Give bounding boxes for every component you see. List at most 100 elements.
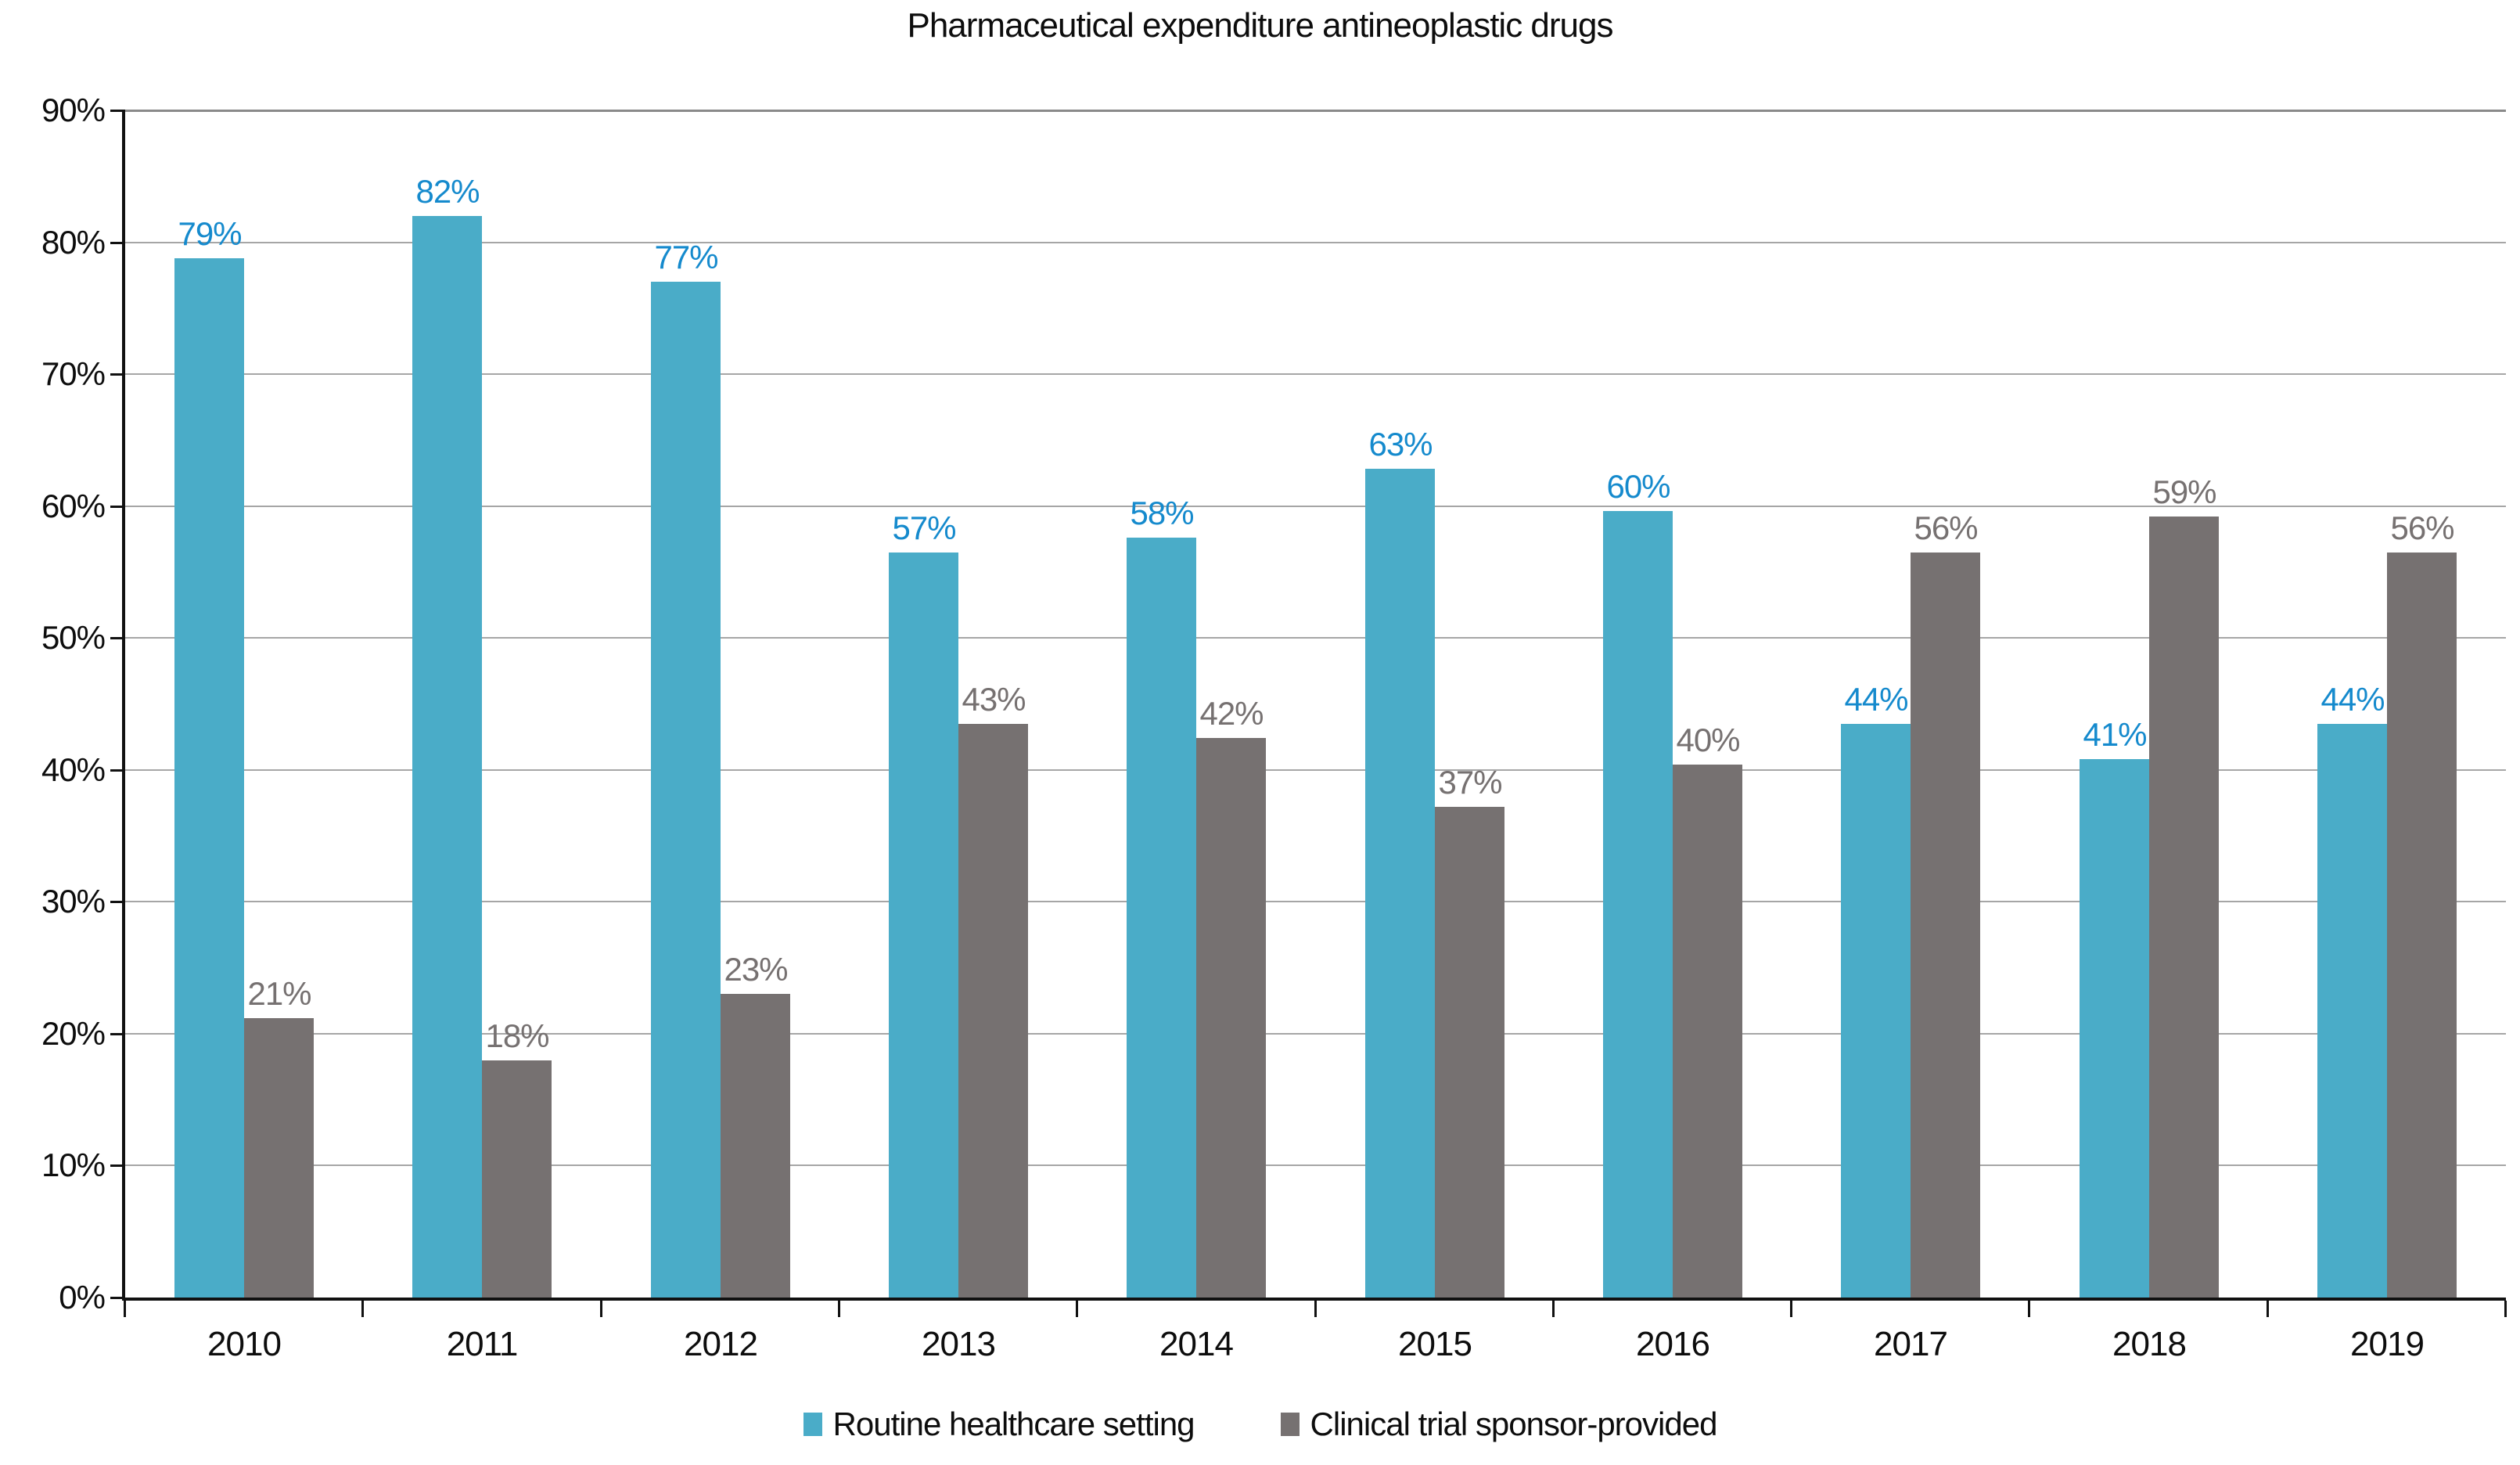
x-axis-tick — [1552, 1301, 1555, 1317]
bar-sponsor-2013 — [958, 724, 1028, 1298]
x-axis-tick — [838, 1301, 840, 1317]
y-axis-label: 90% — [41, 92, 106, 128]
data-label-sponsor-2015: 37% — [1438, 764, 1502, 801]
x-axis-label: 2016 — [1636, 1325, 1710, 1363]
data-label-routine-2011: 82% — [415, 173, 480, 210]
data-label-sponsor-2019: 56% — [2390, 509, 2454, 546]
data-label-sponsor-2013: 43% — [962, 681, 1026, 718]
legend-item-sponsor: Clinical trial sponsor-provided — [1280, 1406, 1718, 1443]
bar-routine-2013 — [889, 553, 958, 1298]
bar-sponsor-2018 — [2149, 517, 2219, 1298]
bar-sponsor-2010 — [244, 1018, 314, 1298]
x-axis-tick — [2028, 1301, 2030, 1317]
y-axis-line — [122, 110, 125, 1301]
y-axis-label: 0% — [59, 1279, 106, 1316]
x-axis-label: 2018 — [2112, 1325, 2187, 1363]
y-axis-tick — [110, 373, 125, 376]
x-axis-label: 2012 — [684, 1325, 758, 1363]
legend-label-routine: Routine healthcare setting — [832, 1406, 1195, 1442]
x-axis-label: 2010 — [207, 1325, 282, 1363]
bar-routine-2010 — [174, 258, 244, 1298]
x-axis-tick — [361, 1301, 364, 1317]
bar-routine-2014 — [1127, 538, 1196, 1298]
x-axis-tick — [124, 1301, 126, 1317]
y-axis-label: 60% — [41, 488, 106, 524]
x-axis-tick — [2267, 1301, 2269, 1317]
bar-sponsor-2014 — [1196, 738, 1266, 1298]
legend-swatch-sponsor — [1280, 1413, 1300, 1436]
legend-item-routine: Routine healthcare setting — [803, 1406, 1195, 1443]
data-label-routine-2010: 79% — [178, 215, 242, 252]
gridline-70 — [125, 373, 2506, 375]
y-axis-tick — [110, 110, 125, 112]
bar-routine-2018 — [2080, 759, 2149, 1298]
x-axis-tick — [1790, 1301, 1792, 1317]
bar-sponsor-2016 — [1673, 765, 1742, 1298]
legend-swatch-routine — [803, 1413, 822, 1436]
y-axis-tick — [110, 242, 125, 244]
bar-routine-2019 — [2317, 724, 2387, 1298]
x-axis-line — [122, 1298, 2506, 1301]
bar-routine-2016 — [1603, 511, 1673, 1298]
legend-label-sponsor: Clinical trial sponsor-provided — [1310, 1406, 1718, 1442]
gridline-50 — [125, 637, 2506, 639]
gridline-40 — [125, 769, 2506, 771]
x-axis-tick — [1314, 1301, 1317, 1317]
x-axis-label: 2017 — [1874, 1325, 1948, 1363]
data-label-sponsor-2010: 21% — [247, 975, 311, 1012]
y-axis-tick — [110, 1297, 125, 1299]
x-axis-label: 2019 — [2350, 1325, 2425, 1363]
x-axis-tick — [600, 1301, 602, 1317]
x-axis-tick — [2504, 1301, 2507, 1317]
y-axis-label: 70% — [41, 355, 106, 392]
y-axis-label: 80% — [41, 224, 106, 261]
data-label-sponsor-2011: 18% — [485, 1017, 549, 1054]
x-axis-tick — [1076, 1301, 1078, 1317]
chart-title: Pharmaceutical expenditure antineoplasti… — [907, 6, 1613, 45]
gridline-30 — [125, 901, 2506, 902]
y-axis-tick — [110, 769, 125, 772]
bar-sponsor-2012 — [721, 994, 790, 1298]
data-label-routine-2013: 57% — [892, 509, 956, 546]
data-label-sponsor-2012: 23% — [724, 951, 788, 988]
legend: Routine healthcare setting Clinical tria… — [0, 1406, 2520, 1443]
y-axis-tick — [110, 901, 125, 903]
bar-routine-2011 — [412, 216, 482, 1298]
bar-routine-2012 — [651, 282, 721, 1298]
data-label-routine-2012: 77% — [654, 239, 718, 275]
data-label-sponsor-2016: 40% — [1676, 722, 1740, 758]
data-label-sponsor-2017: 56% — [1914, 509, 1978, 546]
y-axis-tick — [110, 1033, 125, 1035]
data-label-routine-2015: 63% — [1368, 426, 1433, 463]
gridline-60 — [125, 506, 2506, 507]
y-axis-label: 10% — [41, 1146, 106, 1183]
bar-routine-2015 — [1365, 469, 1435, 1298]
x-axis-label: 2011 — [446, 1325, 519, 1363]
y-axis-label: 20% — [41, 1015, 106, 1052]
gridline-20 — [125, 1033, 2506, 1035]
data-label-routine-2017: 44% — [1844, 681, 1908, 718]
x-axis-label: 2015 — [1398, 1325, 1472, 1363]
y-axis-label: 40% — [41, 751, 106, 788]
x-axis-label: 2013 — [922, 1325, 996, 1363]
bar-sponsor-2019 — [2387, 553, 2457, 1298]
x-axis-label: 2014 — [1159, 1325, 1234, 1363]
y-axis-label: 30% — [41, 883, 106, 920]
y-axis-tick — [110, 1164, 125, 1167]
gridline-90 — [125, 110, 2506, 112]
data-label-routine-2014: 58% — [1130, 495, 1194, 531]
gridline-10 — [125, 1164, 2506, 1166]
data-label-routine-2016: 60% — [1606, 468, 1670, 505]
y-axis-tick — [110, 506, 125, 508]
data-label-sponsor-2018: 59% — [2152, 473, 2216, 510]
data-label-routine-2019: 44% — [2320, 681, 2385, 718]
y-axis-label: 50% — [41, 619, 106, 656]
y-axis-tick — [110, 637, 125, 639]
data-label-sponsor-2014: 42% — [1199, 695, 1264, 732]
bar-sponsor-2011 — [482, 1060, 552, 1298]
data-label-routine-2018: 41% — [2083, 716, 2147, 753]
bar-routine-2017 — [1841, 724, 1911, 1298]
bar-sponsor-2015 — [1435, 807, 1504, 1298]
